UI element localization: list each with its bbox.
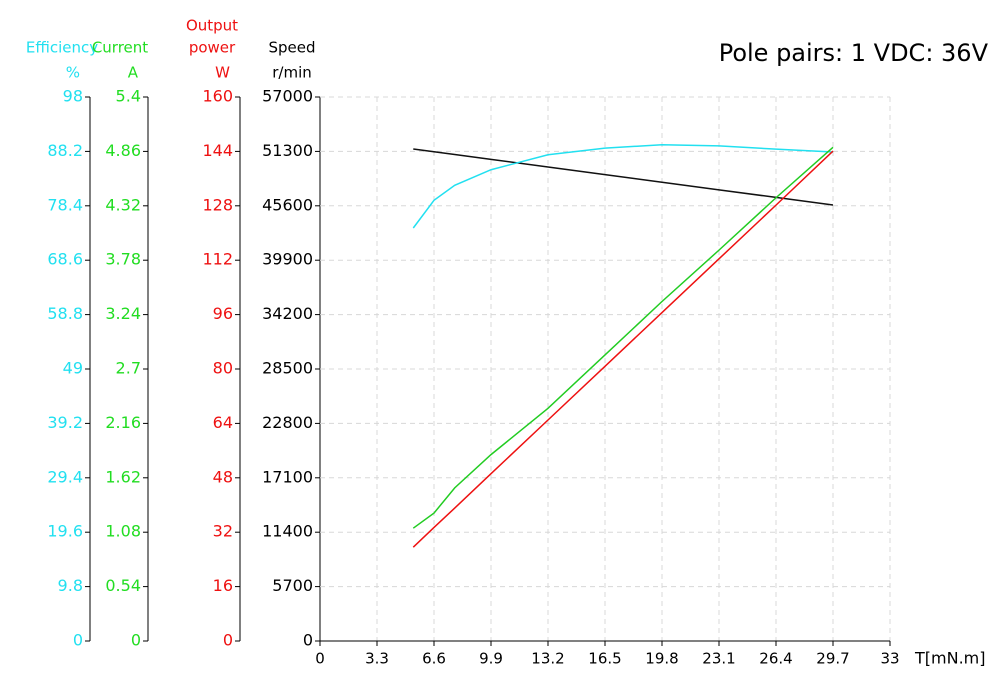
y-tick-label: 32: [213, 522, 233, 541]
x-tick-label: 29.7: [816, 650, 849, 668]
y-tick-label: 11400: [262, 522, 313, 541]
x-tick-label: 26.4: [759, 650, 792, 668]
y-tick-label: 0: [73, 631, 83, 650]
y-tick-label: 1.62: [105, 467, 141, 486]
y-tick-label: 128: [202, 195, 233, 214]
y-tick-label: 49: [63, 359, 83, 378]
x-axis-label: T[mN.m]: [914, 649, 985, 668]
y-tick-label: 19.6: [47, 522, 83, 541]
y-tick-label: 0.54: [105, 576, 141, 595]
y-tick-label: 64: [213, 413, 233, 432]
y-tick-label: 3.24: [105, 304, 141, 323]
y-tick-label: 3.78: [105, 250, 141, 269]
y-tick-label: 5700: [272, 576, 313, 595]
y-tick-label: 29.4: [47, 467, 83, 486]
y-tick-label: 34200: [262, 304, 313, 323]
y-tick-label: 98: [63, 87, 83, 106]
series-line: [412, 146, 834, 529]
x-tick-label: 23.1: [702, 650, 735, 668]
y-tick-label: 45600: [262, 195, 313, 214]
axis-unit: W: [215, 64, 230, 82]
x-tick-label: 3.3: [365, 650, 389, 668]
y-tick-label: 51300: [262, 141, 313, 160]
series-line: [412, 150, 834, 548]
y-tick-label: 16: [213, 576, 233, 595]
y-tick-label: 68.6: [47, 250, 83, 269]
y-tick-label: 96: [213, 304, 233, 323]
chart-title: Pole pairs: 1 VDC: 36V: [719, 39, 989, 67]
y-tick-label: 39.2: [47, 413, 83, 432]
y-tick-label: 48: [213, 467, 233, 486]
y-tick-label: 39900: [262, 250, 313, 269]
y-tick-label: 9.8: [58, 576, 83, 595]
y-tick-label: 78.4: [47, 195, 83, 214]
y-tick-label: 2.16: [105, 413, 141, 432]
series-line: [412, 143, 834, 229]
axis-unit: A: [128, 64, 139, 82]
y-tick-label: 2.7: [116, 359, 141, 378]
y-tick-label: 4.32: [105, 195, 141, 214]
y-tick-label: 112: [202, 250, 233, 269]
x-tick-label: 33: [880, 650, 899, 668]
x-tick-label: 6.6: [422, 650, 446, 668]
y-tick-label: 5.4: [116, 87, 141, 106]
axis-unit: r/min: [272, 64, 312, 82]
y-tick-label: 0: [303, 631, 313, 650]
y-tick-label: 0: [131, 631, 141, 650]
x-tick-label: 19.8: [645, 650, 678, 668]
axis-title: power: [189, 39, 236, 57]
y-tick-label: 58.8: [47, 304, 83, 323]
y-tick-label: 144: [202, 141, 233, 160]
series-line: [413, 148, 834, 206]
y-tick-label: 0: [223, 631, 233, 650]
x-tick-label: 16.5: [588, 650, 621, 668]
y-tick-label: 57000: [262, 87, 313, 106]
y-tick-label: 22800: [262, 413, 313, 432]
axis-title: Efficiency: [26, 39, 98, 57]
y-tick-label: 4.86: [105, 141, 141, 160]
axis-title: Output: [186, 17, 238, 35]
y-tick-label: 80: [213, 359, 233, 378]
y-tick-label: 88.2: [47, 141, 83, 160]
y-tick-label: 28500: [262, 359, 313, 378]
y-tick-label: 1.08: [105, 522, 141, 541]
x-tick-label: 0: [315, 650, 325, 668]
axis-title: Speed: [268, 39, 315, 57]
y-tick-label: 17100: [262, 467, 313, 486]
axis-unit: %: [66, 64, 80, 82]
axis-title: Current: [92, 39, 148, 57]
x-tick-label: 9.9: [479, 650, 503, 668]
y-tick-label: 160: [202, 87, 233, 106]
x-tick-label: 13.2: [531, 650, 564, 668]
